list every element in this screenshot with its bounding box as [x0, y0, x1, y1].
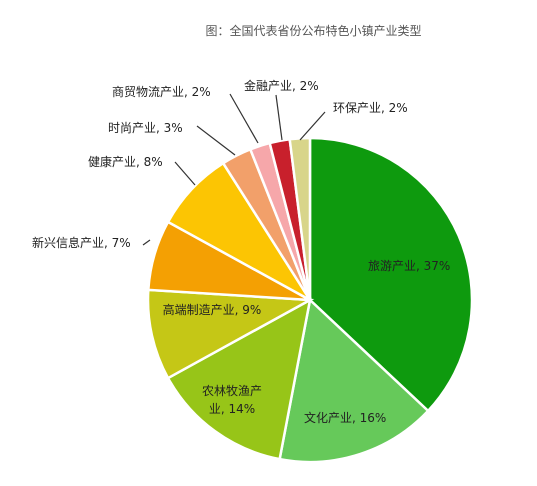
leader-line-10 — [299, 111, 326, 141]
pie-slice-2 — [278, 297, 430, 464]
slice-label-1: 旅游产业, 37% — [368, 259, 450, 273]
pie-slice-10 — [288, 136, 312, 301]
slice-label-10: 环保产业, 2% — [333, 101, 408, 115]
slice-label-9: 金融产业, 2% — [244, 78, 319, 93]
pie-slice-3 — [166, 297, 312, 461]
leader-line-9 — [275, 94, 283, 141]
slice-label-7: 时尚产业, 3% — [108, 121, 183, 135]
pie-slice-4 — [146, 288, 315, 380]
chart-title: 图：全国代表省份公布特色小镇产业类型 — [205, 24, 422, 38]
pie-slice-1 — [308, 136, 474, 413]
leader-line-6 — [174, 161, 196, 186]
slice-label-5: 新兴信息产业, 7% — [32, 235, 131, 250]
leader-line-8 — [229, 93, 259, 144]
leader-line-7 — [196, 125, 236, 156]
slice-label-3: 农林牧渔产业, 14% — [202, 384, 262, 416]
slice-label-8: 商贸物流产业, 2% — [112, 84, 211, 99]
slice-label-2: 文化产业, 16% — [304, 410, 386, 425]
leader-line-5 — [142, 239, 151, 246]
slice-label-6: 健康产业, 8% — [88, 154, 163, 169]
slice-label-4: 高端制造产业, 9% — [163, 302, 262, 317]
